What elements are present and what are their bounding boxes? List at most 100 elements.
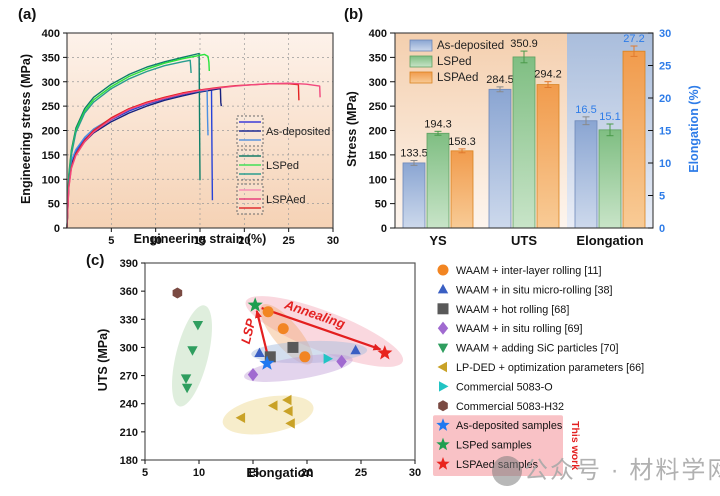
arrow-label-lsp: LSP	[238, 317, 259, 345]
legend-marker-star	[436, 457, 450, 470]
point-triangle-right	[323, 353, 333, 364]
point-square	[287, 341, 299, 353]
y-tick-label: 270	[120, 371, 138, 383]
legend-marker-triangle-up	[437, 283, 449, 294]
point-star	[259, 355, 275, 370]
panel-a-y-axis-title: Engineering stress (MPa)	[19, 53, 33, 205]
right-tick-label: 15	[659, 126, 671, 138]
panel-b-bar-chart: 133.5194.3158.3YS284.5350.9294.2UTS16.51…	[369, 28, 672, 248]
panel-c-legend-label: WAAM + inter-layer rolling [11]	[456, 265, 602, 277]
panel-c-legend-label: WAAM + in situ micro-rolling [38]	[456, 284, 613, 296]
y-tick-label: 150	[42, 150, 60, 162]
point-circle	[262, 306, 274, 318]
left-tick-label: 400	[369, 28, 387, 40]
panel-c-legend-label: LSPed samples	[456, 440, 532, 452]
left-tick-label: 300	[369, 77, 387, 89]
point-circle	[277, 323, 289, 335]
panel-a-legend-label: LSPed	[266, 160, 299, 172]
watermark-text: 公众号 · 材料学网	[524, 457, 720, 484]
bar-value-label: 194.3	[424, 118, 452, 130]
category-label: YS	[429, 233, 447, 248]
panel-c-x-axis-title: Elongation	[246, 465, 314, 480]
panel-c-legend-label: LP-DED + optimization parameters [66]	[456, 362, 644, 374]
panel-b-legend-swatch	[409, 55, 433, 68]
panel-c-legend-label: WAAM + in situ rolling [69]	[456, 323, 583, 335]
left-tick-label: 0	[381, 223, 387, 235]
point-triangle-down	[187, 346, 198, 356]
bar-LSPAed-UTS	[536, 84, 560, 229]
right-tick-label: 5	[659, 191, 665, 203]
panel-b-legend-label: LSPAed	[437, 72, 478, 84]
x-tick-label: 15	[247, 467, 259, 479]
bar-value-label: 158.3	[448, 136, 476, 148]
panel-a-legend-label: LSPAed	[266, 194, 306, 206]
curve-LSPAed-2	[66, 82, 321, 229]
legend-marker-triangle-right	[439, 381, 449, 392]
bar-LSPed-Elongation	[598, 129, 622, 229]
y-tick-label: 180	[120, 455, 138, 467]
point-triangle-left	[282, 394, 292, 406]
legend-marker-triangle-left	[437, 361, 447, 373]
x-tick-label: 15	[194, 235, 206, 247]
arrow-lsp	[255, 309, 269, 356]
x-tick-label: 30	[327, 235, 339, 247]
panel-b-left-axis-title: Stress (MPa)	[345, 91, 359, 167]
y-tick-label: 240	[120, 399, 138, 411]
panel-c-plot-border	[144, 262, 416, 461]
bar-value-label: 133.5	[400, 147, 428, 159]
this-work-label: This work	[569, 421, 581, 470]
point-triangle-left	[235, 412, 246, 423]
point-triangle-left	[285, 418, 295, 429]
left-tick-label: 350	[369, 52, 387, 64]
left-tick-label: 250	[369, 101, 387, 113]
cluster-ellipse	[172, 305, 212, 407]
bar-value-label: 27.2	[623, 33, 644, 45]
y-tick-label: 400	[42, 28, 60, 40]
x-tick-label: 10	[193, 467, 205, 479]
y-tick-label: 100	[42, 174, 60, 186]
panel-c-label: (c)	[86, 252, 105, 269]
this-work-highlight-box	[433, 415, 563, 476]
bar-value-label: 16.5	[575, 104, 596, 116]
panel-c-legend-label: Commercial 5083-O	[456, 381, 553, 393]
panel-b-legend-label: LSPed	[437, 56, 472, 68]
point-triangle-left	[268, 400, 278, 411]
cluster-ellipse	[251, 340, 368, 364]
legend-marker-diamond	[437, 321, 449, 335]
legend-marker-hexagon	[438, 400, 448, 412]
panel-b-label: (b)	[344, 6, 364, 23]
bar-value-label: 350.9	[510, 38, 538, 50]
point-diamond	[336, 354, 347, 369]
x-tick-label: 5	[108, 235, 114, 247]
watermark-logo-icon	[492, 456, 522, 486]
panel-c-legend-label: As-deposited samples	[456, 420, 563, 432]
panel-a-x-axis-title: Engineering strain (%)	[133, 232, 267, 246]
x-tick-label: 25	[283, 235, 295, 247]
legend-marker-star	[436, 418, 450, 431]
panel-b-right-axis-title: Elongation (%)	[687, 85, 701, 173]
y-tick-label: 350	[42, 52, 60, 64]
left-tick-label: 50	[375, 199, 387, 211]
y-tick-label: 330	[120, 314, 138, 326]
cluster-ellipse	[222, 395, 314, 435]
panel-b-legend-swatch	[409, 71, 433, 84]
y-tick-label: 250	[42, 101, 60, 113]
left-tick-label: 100	[369, 174, 387, 186]
right-tick-label: 30	[659, 28, 671, 40]
bar-As-deposited-YS	[402, 162, 426, 229]
y-tick-label: 210	[120, 427, 138, 439]
legend-marker-circle	[437, 264, 449, 276]
x-tick-label: 30	[409, 467, 421, 479]
bar-LSPAed-YS	[450, 150, 474, 229]
arrow-annealing	[261, 306, 382, 351]
y-tick-label: 300	[120, 342, 138, 354]
bar-LSPAed-Elongation	[622, 50, 646, 229]
panel-c-y-axis-title: UTS (MPa)	[96, 328, 110, 392]
x-tick-label: 5	[142, 467, 148, 479]
point-hexagon	[172, 287, 183, 299]
right-tick-label: 25	[659, 61, 671, 73]
point-triangle-down	[181, 383, 193, 394]
point-triangle-up	[254, 347, 265, 357]
